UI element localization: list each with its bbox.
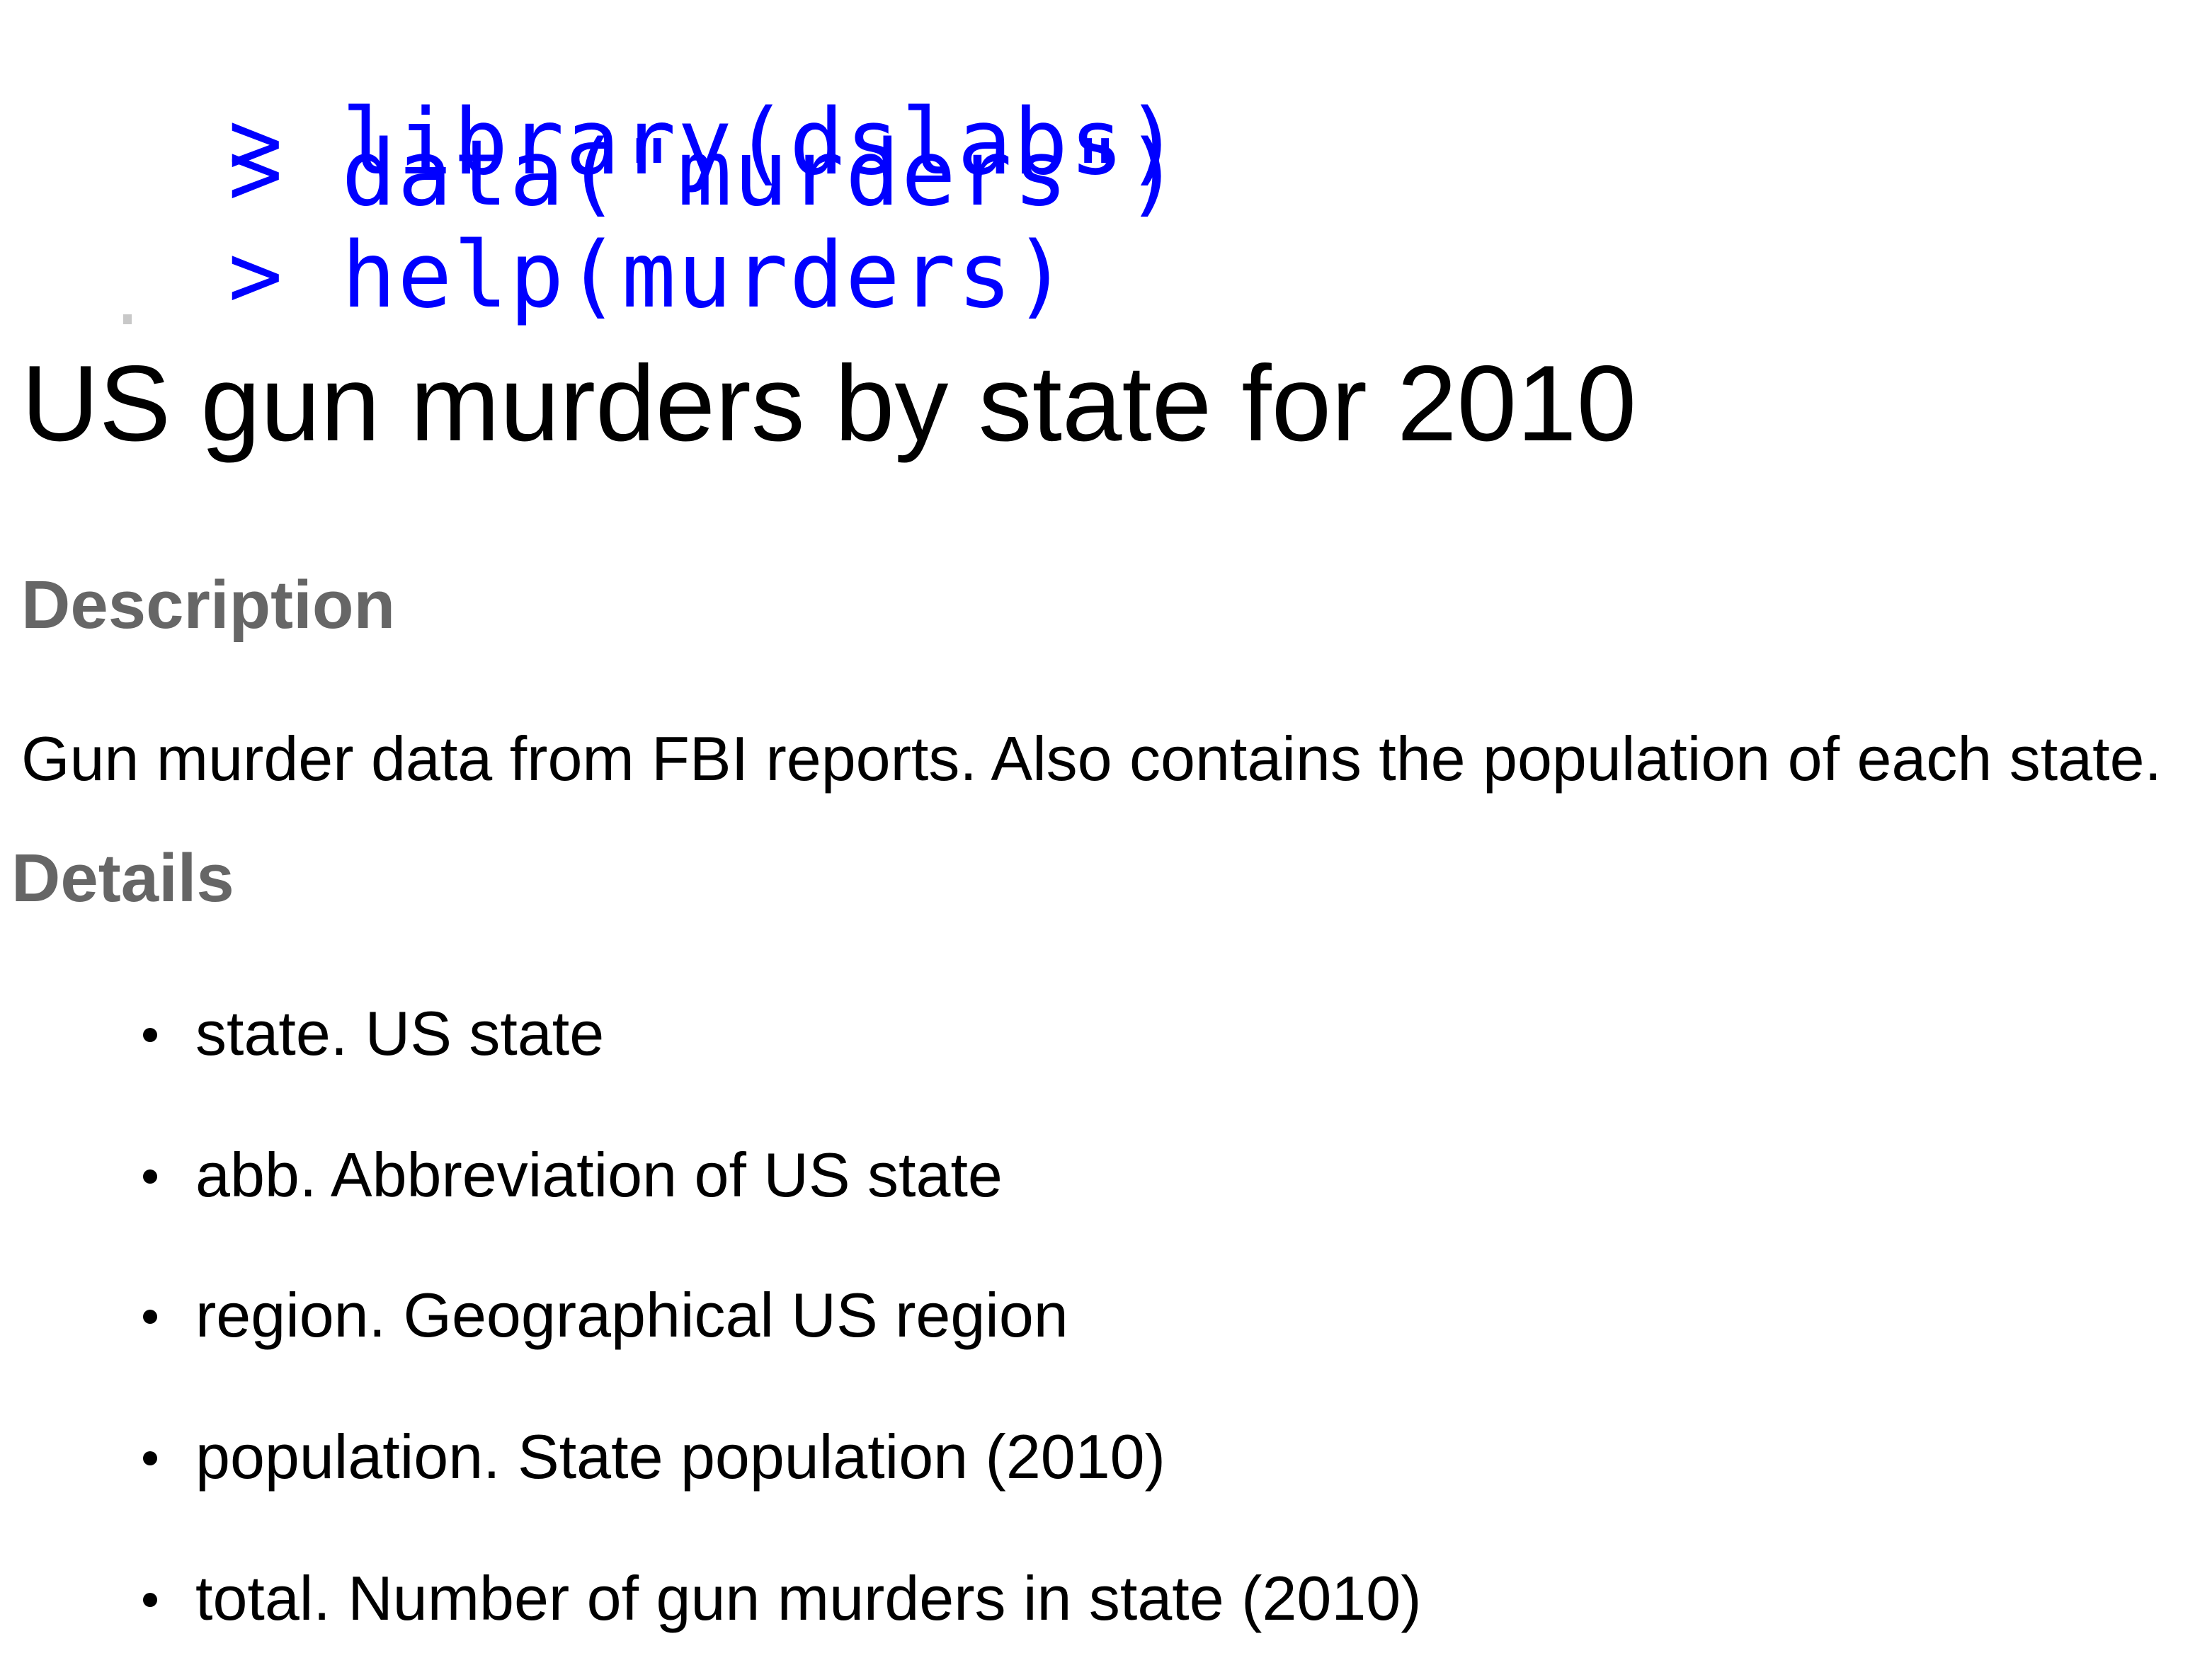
details-item-text: state. US state [195, 998, 605, 1068]
details-item-text: region. Geographical US region [195, 1280, 1068, 1350]
bullet-icon [143, 1593, 157, 1607]
console-command-data: data("murders") [341, 121, 1182, 227]
bullet-icon [143, 1169, 157, 1184]
bullet-icon [143, 1310, 157, 1324]
console-cursor [123, 314, 132, 324]
description-heading: Description [21, 567, 396, 643]
console-command-line: > library(dslabs) [4, 0, 1181, 193]
details-heading: Details [11, 840, 234, 916]
console-command-line: > help(murders) [4, 127, 1069, 326]
description-text: Gun murder data from FBI reports. Also c… [21, 723, 2162, 794]
r-console[interactable]: > library(dslabs) > data("murders") > help(… [0, 0, 2212, 326]
console-command-help: help(murders) [341, 223, 1070, 328]
console-prompt: > [228, 90, 285, 195]
console-prompt: > [228, 121, 285, 227]
console-command-library: library(dslabs) [341, 90, 1182, 195]
console-command-line: > data("murders") [4, 25, 1181, 224]
details-item-text: abb. Abbreviation of US state [195, 1140, 1003, 1210]
bullet-icon [143, 1451, 157, 1465]
console-prompt: > [228, 223, 285, 328]
details-item-text: population. State population (2010) [195, 1422, 1165, 1492]
details-item-text: total. Number of gun murders in state (2… [195, 1563, 1422, 1633]
help-page-title: US gun murders by state for 2010 [21, 343, 1637, 464]
bullet-icon [143, 1028, 157, 1042]
